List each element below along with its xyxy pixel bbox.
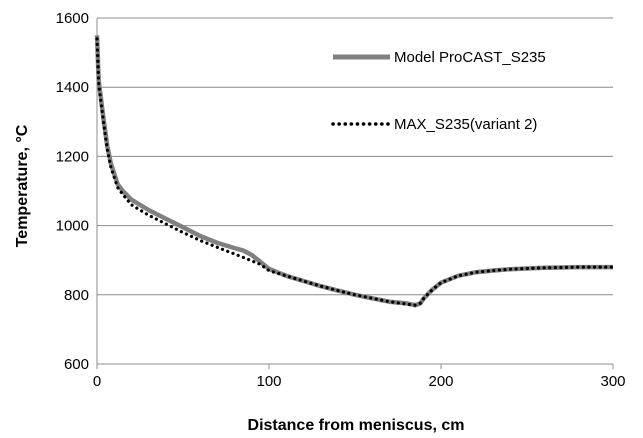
series-line-max-s235 <box>95 37 615 307</box>
y-axis-title: Temperature, °C <box>14 124 31 247</box>
legend-label-max-s235: MAX_S235(variant 2) <box>394 116 537 133</box>
axes <box>96 18 614 369</box>
x-tick-label-200: 200 <box>428 373 453 390</box>
y-tick-label-1600: 1600 <box>56 10 89 27</box>
y-tick-label-600: 600 <box>64 356 89 373</box>
x-axis-title: Distance from meniscus, cm <box>248 417 465 434</box>
x-tick-label-0: 0 <box>93 373 101 390</box>
legend: Model ProCAST_S235 MAX_S235(variant 2) <box>331 49 546 133</box>
y-tick-label-1000: 1000 <box>56 218 89 235</box>
series-line-model-procast <box>94 35 613 308</box>
legend-label-model-procast: Model ProCAST_S235 <box>394 49 546 66</box>
tick-labels: 600 800 1000 1200 1400 1600 0 100 200 300 <box>56 10 626 390</box>
y-tick-label-1400: 1400 <box>56 79 89 96</box>
series-group <box>94 35 615 308</box>
x-tick-label-100: 100 <box>256 373 281 390</box>
y-tick-label-1200: 1200 <box>56 148 89 165</box>
y-tick-label-800: 800 <box>64 287 89 304</box>
x-tick-label-300: 300 <box>600 373 625 390</box>
